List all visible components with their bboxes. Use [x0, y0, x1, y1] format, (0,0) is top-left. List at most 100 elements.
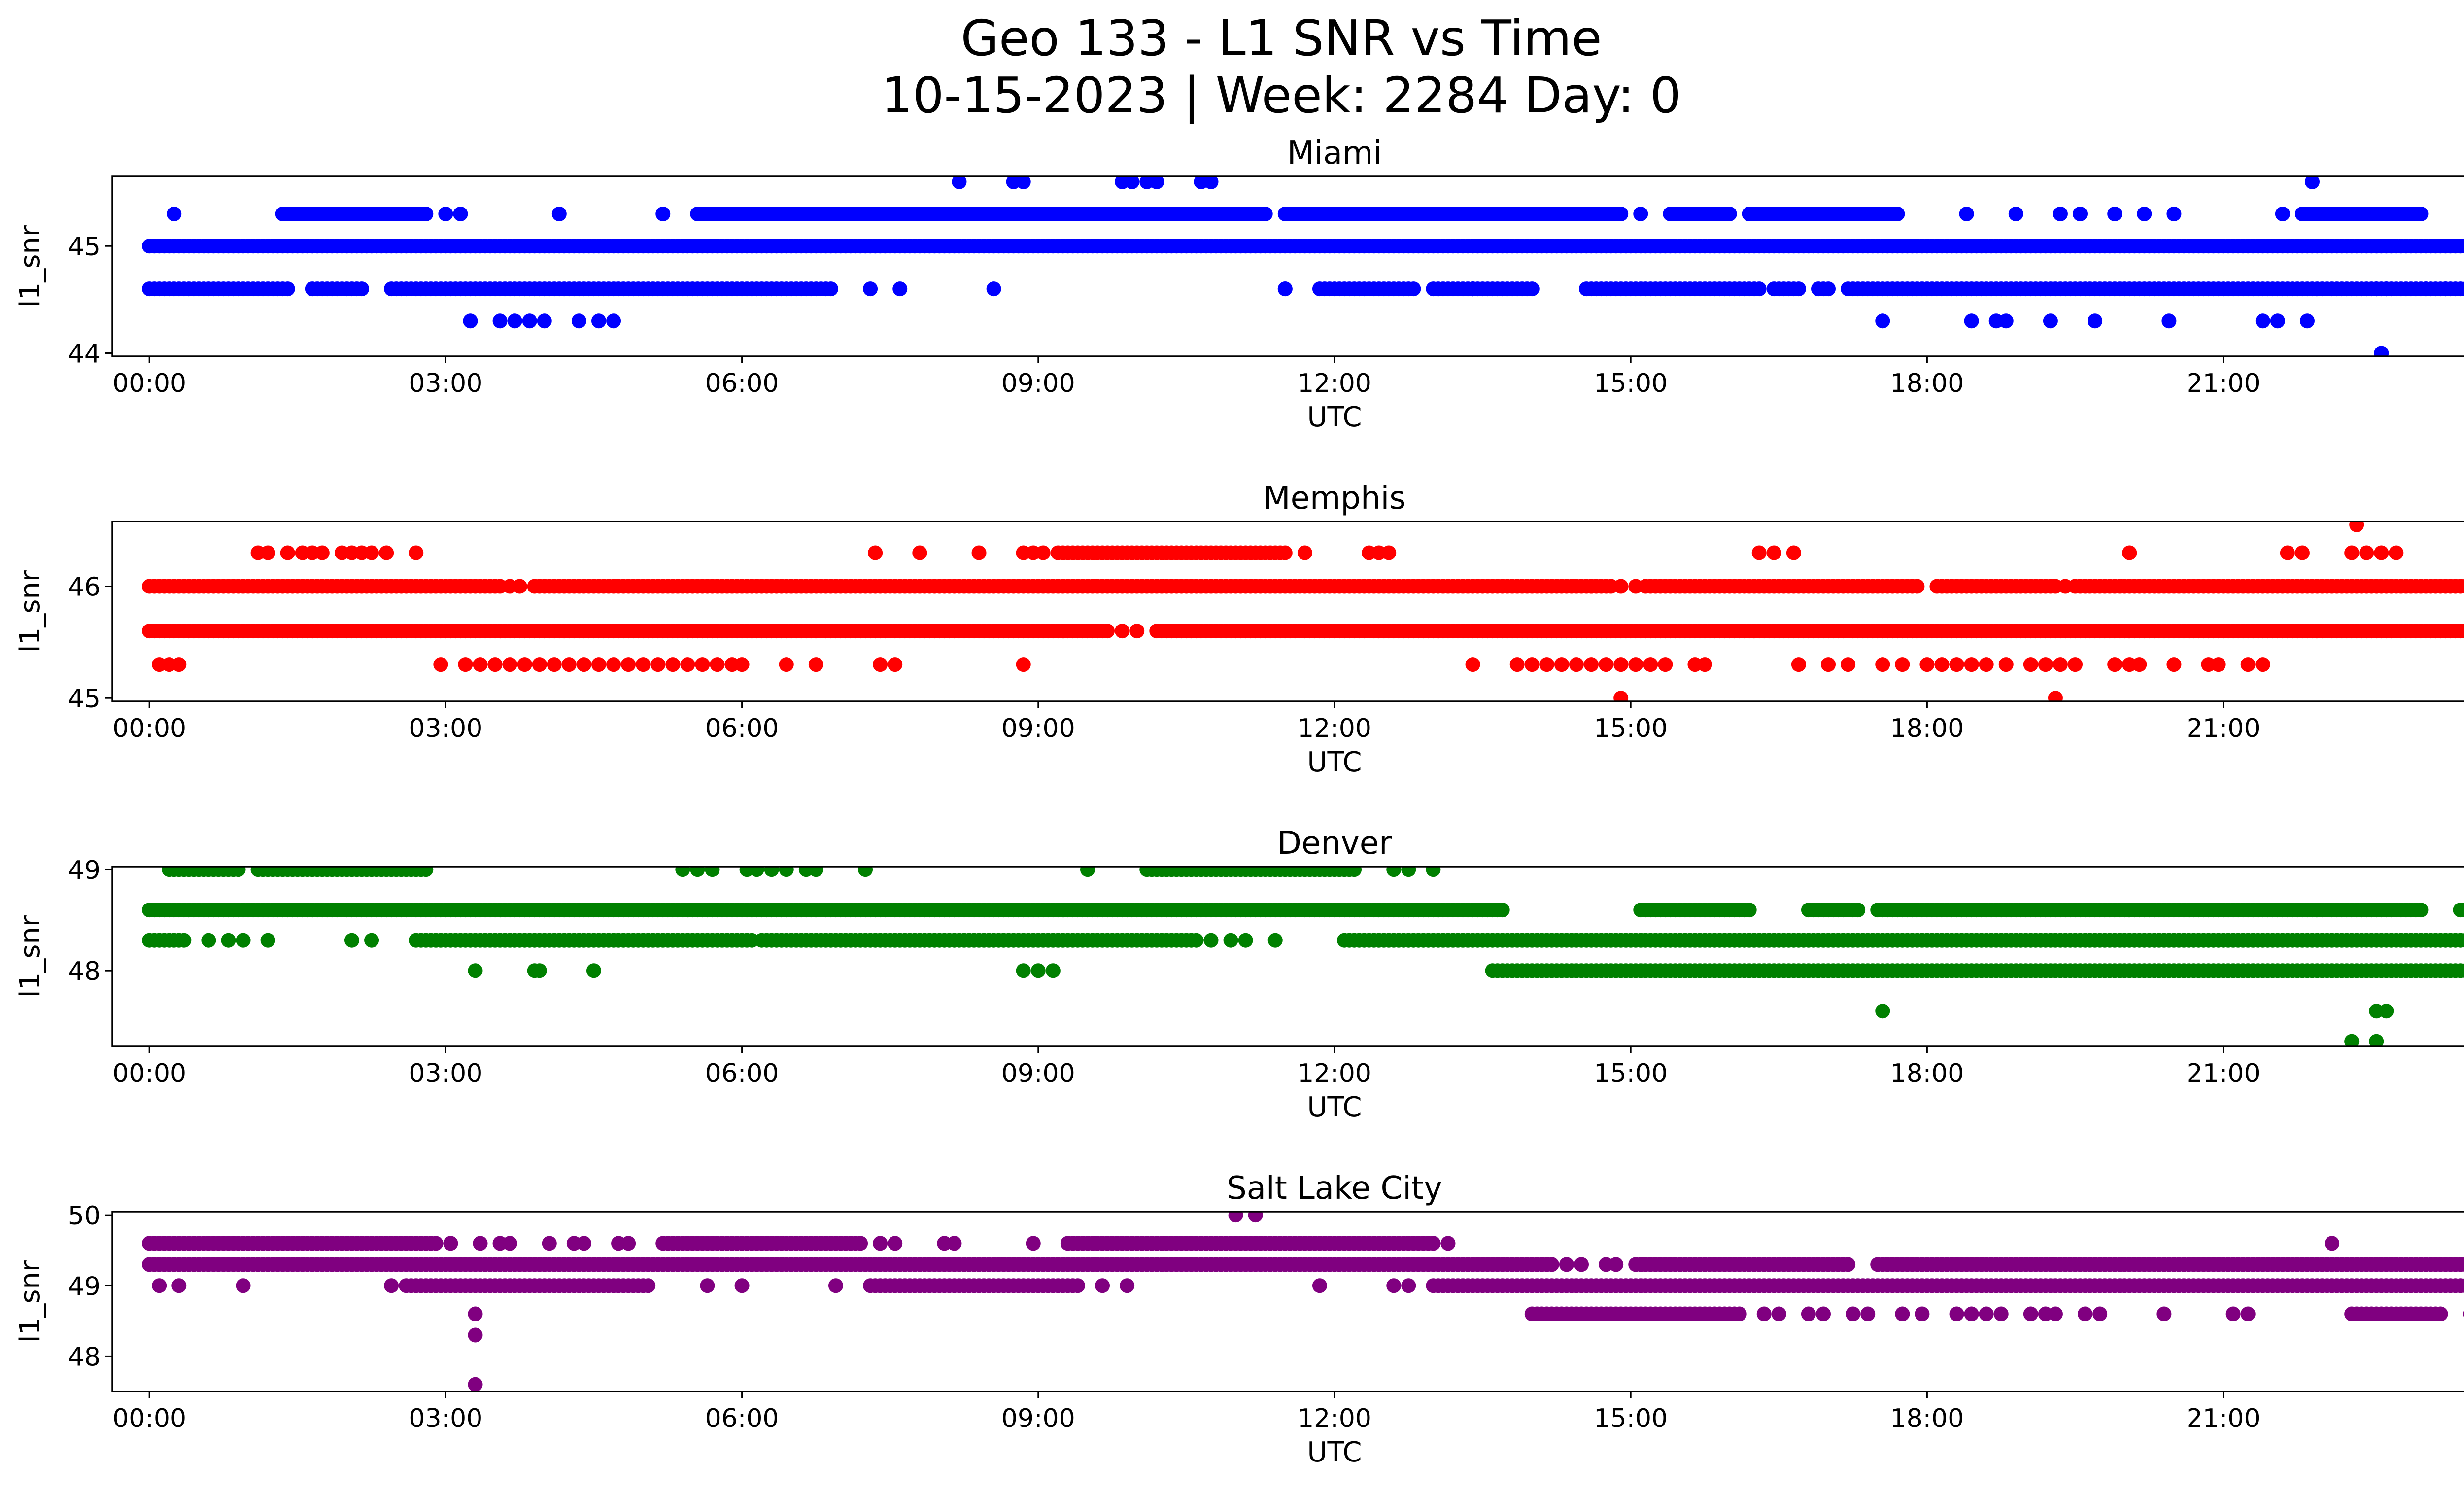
data-point	[1841, 657, 1856, 672]
data-point	[655, 207, 671, 222]
data-point	[1786, 545, 1801, 560]
x-tick-label: 06:00	[705, 1404, 779, 1433]
data-point	[675, 867, 690, 877]
data-point	[2299, 313, 2315, 329]
data-point	[690, 867, 705, 877]
figure-title-line-2: 10-15-2023 | Week: 2284 Day: 0	[881, 67, 1681, 124]
data-point	[2240, 657, 2256, 672]
data-point	[354, 281, 370, 297]
x-tick-label: 06:00	[705, 369, 779, 398]
data-point	[2344, 1034, 2360, 1046]
data-point	[167, 207, 182, 222]
data-point	[1569, 657, 1584, 672]
data-point	[749, 867, 764, 877]
data-point	[1742, 903, 1757, 918]
data-point	[236, 933, 251, 948]
data-points	[142, 1212, 2464, 1391]
data-point	[1574, 207, 1589, 222]
data-point	[468, 1306, 483, 1321]
data-point	[2280, 545, 2295, 560]
x-tick-label: 00:00	[112, 369, 186, 398]
data-point	[1949, 657, 1964, 672]
data-point	[571, 313, 586, 329]
data-point	[971, 545, 987, 560]
x-tick-label: 21:00	[2187, 714, 2260, 743]
x-tick-label: 21:00	[2187, 1059, 2260, 1088]
data-point	[873, 1236, 888, 1251]
data-point	[2359, 545, 2374, 560]
data-point	[2458, 281, 2464, 296]
data-point	[1608, 1257, 1624, 1272]
data-point	[2057, 579, 2073, 594]
data-point	[779, 657, 794, 672]
data-point	[2078, 1306, 2093, 1321]
data-point	[1821, 657, 1836, 672]
data-point	[868, 545, 883, 560]
data-point	[2088, 313, 2103, 329]
data-point	[2458, 579, 2464, 594]
data-point	[2463, 936, 2464, 944]
data-point	[710, 657, 725, 672]
x-tick-label: 09:00	[1001, 369, 1075, 398]
data-point	[551, 207, 567, 222]
x-tick-label: 09:00	[1001, 714, 1075, 743]
data-point	[606, 313, 621, 329]
data-point	[1544, 1257, 1559, 1272]
data-point	[1203, 933, 1219, 948]
data-point	[576, 657, 591, 672]
data-point	[2438, 281, 2453, 297]
x-tick-label: 03:00	[409, 1059, 482, 1088]
data-point	[705, 867, 720, 877]
data-point	[176, 933, 192, 948]
data-point	[2463, 1310, 2464, 1318]
data-point	[1401, 1278, 1416, 1293]
data-point	[2092, 1306, 2108, 1321]
data-point	[952, 176, 967, 189]
data-point	[487, 657, 503, 672]
data-point	[2255, 657, 2270, 672]
data-point	[1524, 281, 1540, 297]
y-tick-label: 48	[68, 957, 101, 986]
data-point	[1584, 657, 1599, 672]
y-axis-label: l1_snr	[14, 915, 46, 998]
y-axis-label: l1_snr	[14, 225, 46, 308]
data-point	[2463, 967, 2464, 975]
data-point	[2137, 207, 2152, 222]
data-point	[2122, 545, 2137, 560]
data-point	[1386, 1278, 1402, 1293]
data-point	[260, 545, 275, 560]
subplot-title: Salt Lake City	[1227, 1170, 1442, 1207]
x-tick-label: 06:00	[705, 1059, 779, 1088]
data-point	[1751, 281, 1767, 297]
data-point	[2458, 933, 2464, 948]
data-point	[1821, 281, 1836, 297]
data-point	[888, 1236, 903, 1251]
data-point	[433, 657, 448, 672]
data-point	[2458, 1257, 2464, 1272]
subplot-title: Miami	[1287, 135, 1382, 172]
data-point	[2255, 313, 2270, 329]
data-point	[473, 657, 488, 672]
data-point	[1277, 281, 1293, 297]
data-point	[2305, 176, 2320, 189]
data-point	[591, 657, 606, 672]
y-tick-label: 46	[68, 572, 101, 602]
x-axis-label: UTC	[1307, 746, 1362, 778]
x-tick-label: 15:00	[1594, 369, 1668, 398]
data-point	[2344, 545, 2360, 560]
data-point	[1297, 545, 1312, 560]
data-point	[853, 1236, 868, 1251]
data-point	[2107, 207, 2122, 222]
data-point	[384, 1278, 399, 1293]
x-tick-label: 12:00	[1298, 1404, 1371, 1433]
data-point	[1095, 1278, 1110, 1293]
data-point	[1910, 579, 1925, 594]
data-point	[1841, 1257, 1856, 1272]
data-point	[591, 313, 606, 329]
data-point	[621, 1236, 636, 1251]
data-point	[344, 933, 359, 948]
data-point	[1993, 1306, 2009, 1321]
data-point	[1658, 657, 1673, 672]
data-point	[2270, 313, 2285, 329]
data-point	[171, 657, 187, 672]
